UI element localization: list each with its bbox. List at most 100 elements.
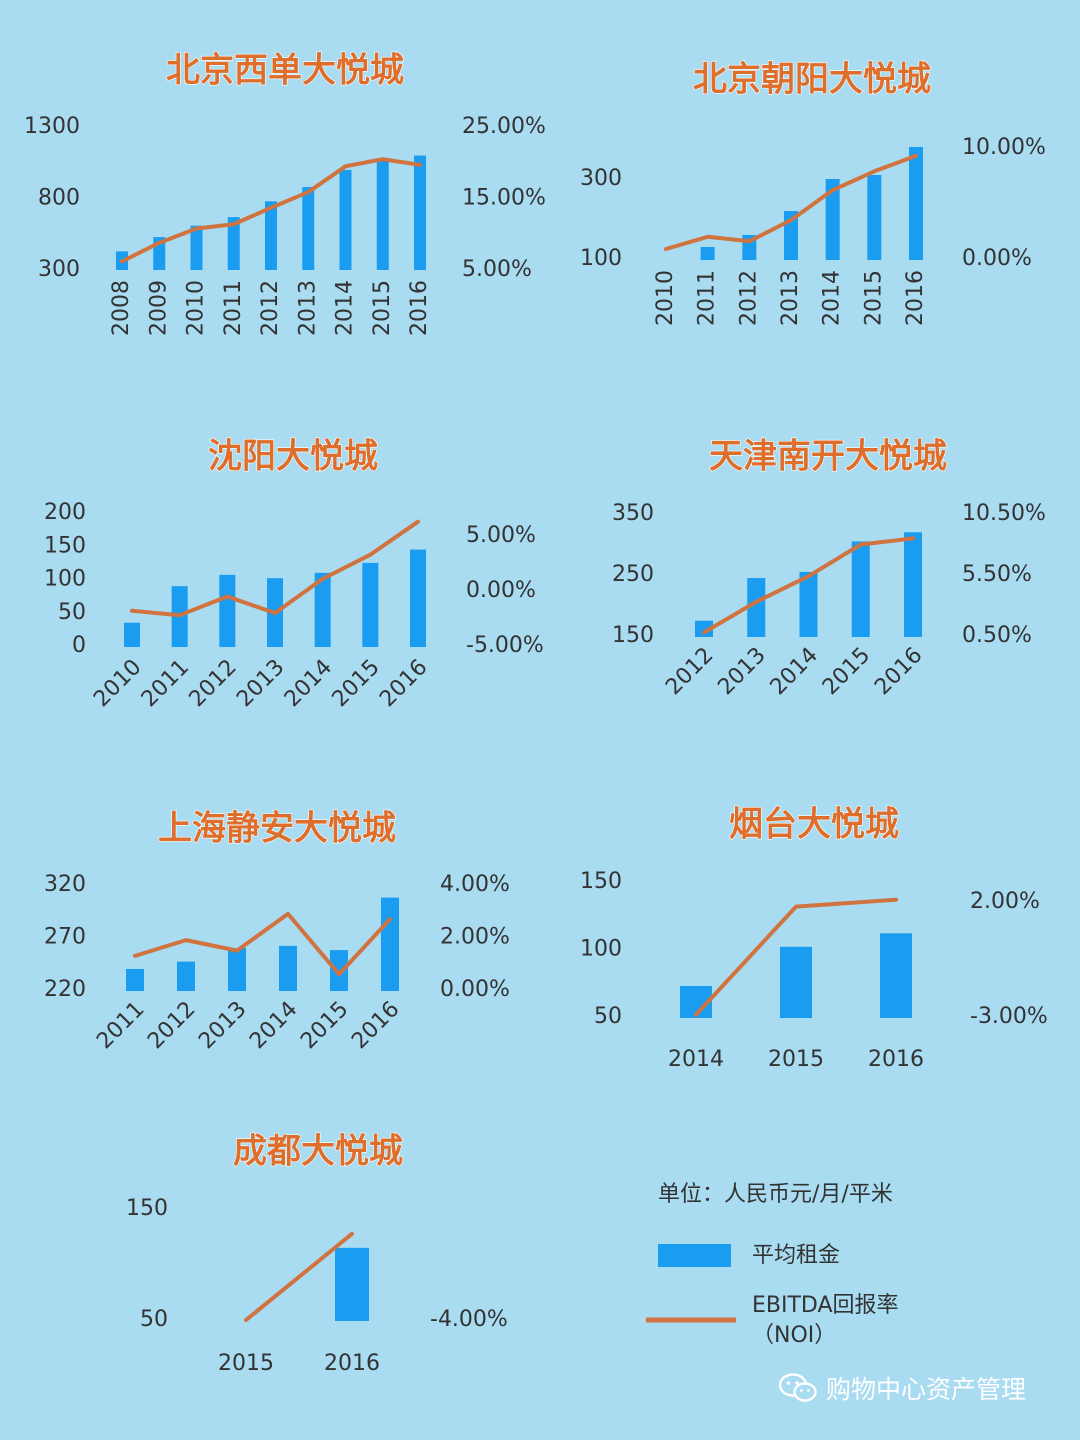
x-tick-label: 2012 (143, 997, 200, 1054)
y-right-tick-label: 10.50% (962, 501, 1046, 526)
y-left-tick-label: 0 (72, 633, 86, 658)
chart-panel: 烟台大悦城 50 100 150 -3.00% 2.00% 2014 2015 2016 (580, 804, 1048, 1072)
y-left-tick-label: 50 (58, 600, 86, 625)
bar (695, 620, 713, 637)
y-right-tick-label: 2.00% (440, 925, 510, 950)
y-right-tick-label: -5.00% (466, 633, 544, 658)
y-left-tick-label: 100 (580, 937, 622, 962)
y-left-tick-label: 800 (38, 186, 80, 211)
x-tick-label: 2016 (375, 655, 432, 712)
x-tick-label: 2015 (861, 270, 886, 326)
y-left-tick-label: 1300 (24, 114, 80, 139)
x-tick-label: 2014 (820, 270, 845, 326)
y-right-tick-label: 5.50% (962, 562, 1032, 587)
x-tick-label: 2013 (778, 270, 803, 326)
y-right-tick-label: 10.00% (962, 135, 1046, 160)
x-tick-label: 2011 (92, 997, 149, 1054)
y-left-tick-label: 50 (140, 1307, 168, 1332)
legend-line-label-sub: （NOI） (752, 1323, 836, 1348)
y-right-tick-label: 0.50% (962, 623, 1032, 648)
y-right-tick-label: -3.00% (970, 1004, 1048, 1029)
chart-title: 成都大悦城 (233, 1132, 403, 1172)
bar (904, 532, 922, 637)
y-left-tick-label: 150 (126, 1196, 168, 1221)
y-left-tick-label: 100 (44, 567, 86, 592)
x-tick-label: 2015 (768, 1047, 824, 1072)
x-tick-label: 2016 (903, 270, 928, 326)
watermark-text: 购物中心资产管理 (826, 1375, 1027, 1404)
chart-panel: 上海静安大悦城2202703200.00%2.00%4.00%201120122… (44, 808, 510, 1054)
x-tick-label: 2010 (184, 280, 209, 336)
bar (799, 571, 818, 637)
x-tick-label: 2013 (232, 655, 289, 712)
bar (227, 217, 240, 270)
y-left-tick-label: 150 (44, 533, 86, 558)
y-left-tick-label: 100 (580, 246, 622, 271)
bar (381, 897, 399, 991)
x-tick-label: 2014 (333, 280, 358, 336)
x-tick-label: 2016 (347, 997, 404, 1054)
y-right-tick-label: 0.00% (440, 977, 510, 1002)
y-left-tick-label: 50 (594, 1004, 622, 1029)
x-tick-label: 2015 (818, 643, 875, 700)
bar (177, 961, 195, 991)
legend-line-label: EBITDA回报率 (752, 1293, 899, 1318)
wechat-icon (778, 1373, 817, 1402)
chart-title: 天津南开大悦城 (709, 437, 947, 477)
y-left-tick-label: 270 (44, 925, 86, 950)
bar (851, 541, 870, 637)
bar (780, 946, 812, 1018)
bar (410, 549, 426, 647)
y-right-tick-label: 0.00% (466, 578, 536, 603)
x-tick-label: 2012 (185, 655, 242, 712)
bar (126, 969, 144, 991)
legend-bar-swatch (658, 1244, 731, 1267)
x-tick-label: 2015 (296, 997, 353, 1054)
x-tick-label: 2015 (370, 280, 395, 336)
bar (880, 933, 912, 1018)
y-right-tick-label: 5.00% (466, 523, 536, 548)
y-left-tick-label: 300 (38, 257, 80, 282)
chart-title: 北京朝阳大悦城 (693, 60, 931, 100)
bar (302, 187, 315, 270)
x-tick-label: 2013 (713, 643, 770, 700)
noi-line (244, 1231, 354, 1322)
bar (265, 201, 277, 270)
bar (747, 578, 766, 637)
y-right-tick-label: 15.00% (462, 186, 546, 211)
x-tick-label: 2016 (324, 1351, 380, 1376)
chart-panel: 天津南开大悦城 150 250 350 0.50% 5.50% 10.50% 20122013… (612, 436, 1046, 700)
x-tick-label: 2014 (280, 655, 337, 712)
y-right-tick-label: 25.00% (462, 114, 546, 139)
x-tick-label: 2010 (89, 655, 146, 712)
chart-panel: 成都大悦城 50 150 -4.00% 2015 2016 (126, 1131, 508, 1376)
bar (228, 948, 246, 991)
chart-panel: 北京西单大悦城 300 800 1300 5.00% 15.00% 25.00% 2008 20… (24, 50, 546, 336)
x-tick-label: 2011 (137, 655, 194, 712)
x-tick-label: 2013 (194, 997, 251, 1054)
x-tick-label: 2014 (668, 1047, 724, 1072)
legend-unit: 单位：人民币元/月/平米 (658, 1182, 893, 1207)
x-tick-label: 2008 (109, 280, 134, 336)
chart-title: 上海静安大悦城 (158, 809, 396, 849)
x-tick-label: 2011 (221, 280, 246, 336)
y-right-tick-label: 4.00% (440, 872, 510, 897)
y-right-tick-label: 0.00% (962, 246, 1032, 271)
bar (330, 950, 348, 991)
x-tick-label: 2010 (653, 270, 678, 326)
y-left-tick-label: 350 (612, 501, 654, 526)
x-tick-label: 2016 (870, 643, 927, 700)
x-tick-label: 2014 (766, 643, 823, 700)
bar (414, 155, 426, 270)
y-right-tick-label: 2.00% (970, 889, 1040, 914)
y-right-tick-label: -4.00% (430, 1307, 508, 1332)
y-left-tick-label: 220 (44, 977, 86, 1002)
bar (124, 622, 140, 647)
bar (825, 179, 840, 260)
x-tick-label: 2015 (218, 1351, 274, 1376)
chart-title: 北京西单大悦城 (166, 51, 404, 91)
x-tick-label: 2014 (245, 997, 302, 1054)
legend-bar-label: 平均租金 (752, 1243, 840, 1268)
